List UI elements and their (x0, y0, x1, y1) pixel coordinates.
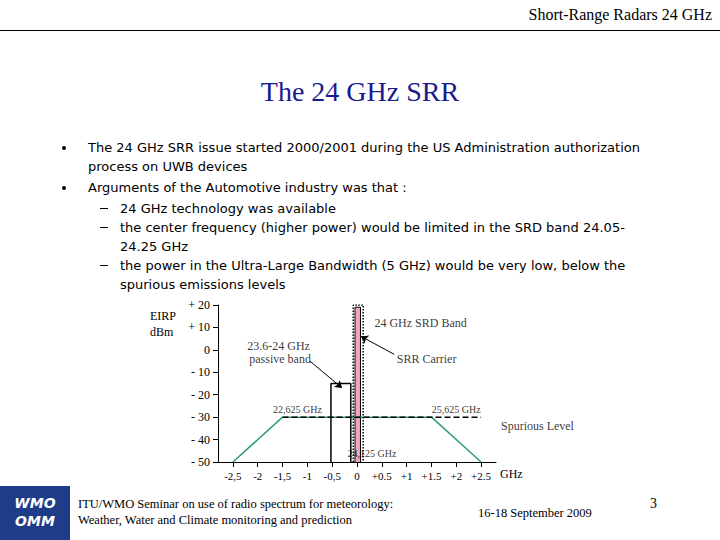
svg-text:-1: -1 (303, 470, 312, 482)
svg-text:Spurious Level: Spurious Level (501, 419, 575, 433)
svg-text:passive band: passive band (249, 352, 311, 366)
svg-text:-2,5: -2,5 (224, 470, 242, 482)
svg-text:24,125 GHz: 24,125 GHz (347, 448, 396, 459)
html-text:the center frequency (higher p: the center frequency (higher power) woul… (120, 220, 625, 254)
html-text:OMM: OMM (15, 513, 55, 529)
svg-text:22,625 GHz: 22,625 GHz (273, 404, 322, 415)
html-text:The 24 GHz SRR: The 24 GHz SRR (260, 76, 460, 107)
svg-text:SRR Carrier: SRR Carrier (397, 352, 457, 366)
svg-text:-2: -2 (253, 470, 262, 482)
html-text:Short-Range Radars 24 GHz: Short-Range Radars 24 GHz (528, 6, 712, 23)
svg-text:+0.5: +0.5 (372, 470, 392, 482)
svg-text:dBm: dBm (150, 325, 174, 339)
svg-text:24 GHz SRD Band: 24 GHz SRD Band (374, 316, 466, 330)
svg-text:- 20: - 20 (191, 388, 210, 402)
svg-text:23.6-24 GHz: 23.6-24 GHz (247, 339, 313, 353)
svg-text:- 50: - 50 (191, 455, 210, 469)
svg-text:+2: +2 (450, 470, 462, 482)
svg-text:- 10: - 10 (191, 365, 210, 379)
html-text:16-18 September 2009: 16-18 September 2009 (478, 506, 592, 520)
svg-text:EIRP: EIRP (150, 309, 176, 323)
svg-text:-0,5: -0,5 (323, 470, 341, 482)
svg-text:+ 10: + 10 (188, 320, 210, 334)
html-text:ITU/WMO Seminar on use of radi: ITU/WMO Seminar on use of radio spectrum… (78, 497, 394, 511)
html-text:Arguments of the Automotive in: Arguments of the Automotive industry was… (88, 180, 407, 195)
html-text:3: 3 (650, 496, 657, 511)
svg-text:-1,5: -1,5 (274, 470, 292, 482)
svg-text:GHz: GHz (500, 467, 523, 481)
svg-text:- 30: - 30 (191, 410, 210, 424)
svg-text:+1: +1 (401, 470, 413, 482)
html-text:WMO: WMO (14, 495, 56, 511)
svg-text:0: 0 (354, 470, 360, 482)
html-text:24 GHz technology was availabl: 24 GHz technology was available (120, 201, 336, 216)
svg-text:+ 20: + 20 (188, 298, 210, 312)
svg-text:0: 0 (204, 343, 210, 357)
svg-text:- 40: - 40 (191, 433, 210, 447)
html-text:Weather, Water and Climate mon: Weather, Water and Climate monitoring an… (78, 513, 352, 527)
svg-text:+2.5: +2.5 (471, 470, 491, 482)
svg-text:25,625 GHz: 25,625 GHz (432, 404, 481, 415)
svg-text:+1.5: +1.5 (421, 470, 441, 482)
html-text:the power in the Ultra-Large B: the power in the Ultra-Large Bandwidth (… (120, 258, 626, 292)
html-text:The 24 GHz SRR issue started 2: The 24 GHz SRR issue started 2000/2001 d… (88, 140, 640, 174)
